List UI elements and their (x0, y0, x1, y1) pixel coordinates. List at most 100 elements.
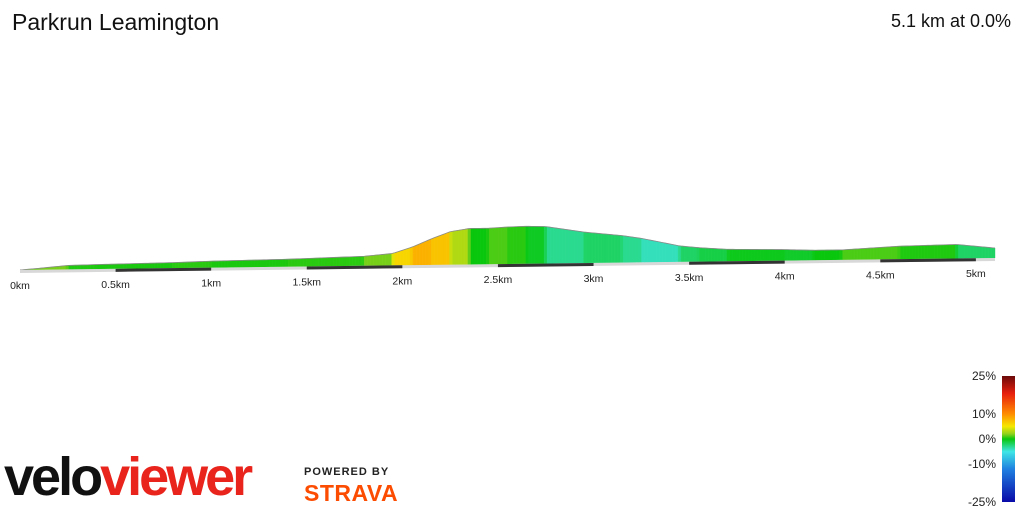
profile-slice (382, 253, 386, 266)
profile-slice (738, 249, 743, 262)
axis-band (689, 260, 785, 265)
profile-slice (818, 249, 822, 261)
profile-slice (827, 249, 831, 261)
profile-slice (811, 250, 816, 261)
profile-slice (452, 230, 456, 265)
profile-slice (808, 249, 813, 261)
profile-slice (723, 248, 728, 262)
profile-slice (239, 260, 243, 268)
profile-slice (403, 248, 408, 266)
profile-slice (677, 245, 682, 263)
profile-slice (437, 235, 441, 266)
profile-slice (796, 249, 801, 261)
profile-slice (342, 256, 347, 267)
profile-slice (830, 249, 834, 261)
profile-slice (580, 231, 584, 264)
profile-slice (379, 254, 383, 266)
profile-slice (278, 259, 283, 268)
profile-slice (946, 244, 950, 259)
profile-slice (790, 249, 795, 261)
profile-slice (135, 263, 140, 269)
profile-slice (83, 264, 88, 270)
profile-slice (888, 246, 892, 260)
profile-slice (321, 257, 325, 267)
profile-slice (391, 252, 395, 266)
profile-slice (181, 261, 185, 269)
profile-slice (866, 247, 871, 260)
tick-label: 3km (584, 273, 604, 285)
profile-slice (108, 263, 112, 270)
profile-slice (470, 228, 475, 265)
profile-slice (638, 237, 642, 263)
tick-label: 3.5km (675, 272, 704, 284)
profile-slice (763, 249, 767, 262)
profile-slice (684, 246, 688, 263)
profile-slice (720, 248, 725, 262)
profile-slice (641, 238, 645, 263)
profile-slice (492, 227, 496, 265)
gradient-legend-label: 0% (979, 432, 997, 446)
profile-slice (294, 258, 298, 267)
profile-slice (373, 254, 377, 266)
profile-slice (757, 249, 761, 262)
veloviewer-logo: veloviewer (4, 450, 253, 504)
profile-slice (309, 258, 313, 267)
profile-slice (766, 249, 770, 262)
profile-slice (970, 245, 974, 259)
profile-slice (793, 249, 798, 261)
profile-slice (939, 244, 944, 259)
profile-slice (915, 245, 920, 260)
profile-slice (869, 247, 874, 260)
profile-slice (525, 226, 530, 264)
profile-slice (284, 258, 289, 267)
profile-slice (653, 240, 657, 263)
profile-slice (930, 244, 935, 259)
profile-slice (562, 228, 566, 264)
profile-slice (924, 245, 929, 260)
powered-by-strava: POWERED BY STRAVA (304, 466, 398, 507)
profile-slice (364, 255, 368, 266)
profile-slice (620, 235, 624, 263)
profile-slice (549, 226, 554, 264)
profile-slice (784, 249, 789, 261)
profile-slice (933, 244, 938, 259)
profile-slice (976, 246, 980, 259)
profile-slice (495, 227, 499, 265)
profile-slice (903, 245, 907, 260)
profile-slice (166, 262, 170, 269)
profile-slice (220, 260, 225, 268)
profile-slice (802, 249, 807, 261)
profile-slice (699, 247, 703, 262)
profile-slice (522, 226, 526, 265)
profile-slice (955, 244, 959, 259)
profile-slice (361, 256, 365, 267)
tick-label: 0km (10, 280, 30, 292)
profile-slice (616, 234, 621, 263)
profile-slice (388, 253, 392, 266)
profile-slice (65, 265, 69, 270)
profile-slice (531, 226, 536, 264)
gradient-legend: 25% 10% 0% -10% -25% (968, 369, 1015, 509)
profile-slice (967, 245, 971, 259)
profile-slice (690, 246, 694, 262)
axis-band (306, 265, 403, 270)
profile-slice (921, 245, 926, 260)
profile-slice (394, 251, 399, 266)
profile-slice (251, 259, 255, 268)
profile-slice (80, 264, 85, 270)
profile-slice (354, 256, 359, 267)
profile-slice (443, 232, 447, 265)
profile-slice (629, 236, 633, 263)
profile-slice (281, 259, 286, 267)
profile-slice (461, 228, 466, 265)
profile-slice (748, 249, 752, 262)
profile-slice (303, 258, 307, 267)
profile-slice (760, 249, 764, 262)
profile-outline (19, 225, 996, 271)
profile-slice (208, 260, 213, 268)
profile-slice (324, 257, 328, 267)
profile-slice (851, 248, 856, 260)
profile-slice (409, 246, 414, 266)
profile-slice (872, 247, 877, 260)
profile-slice (513, 226, 517, 265)
